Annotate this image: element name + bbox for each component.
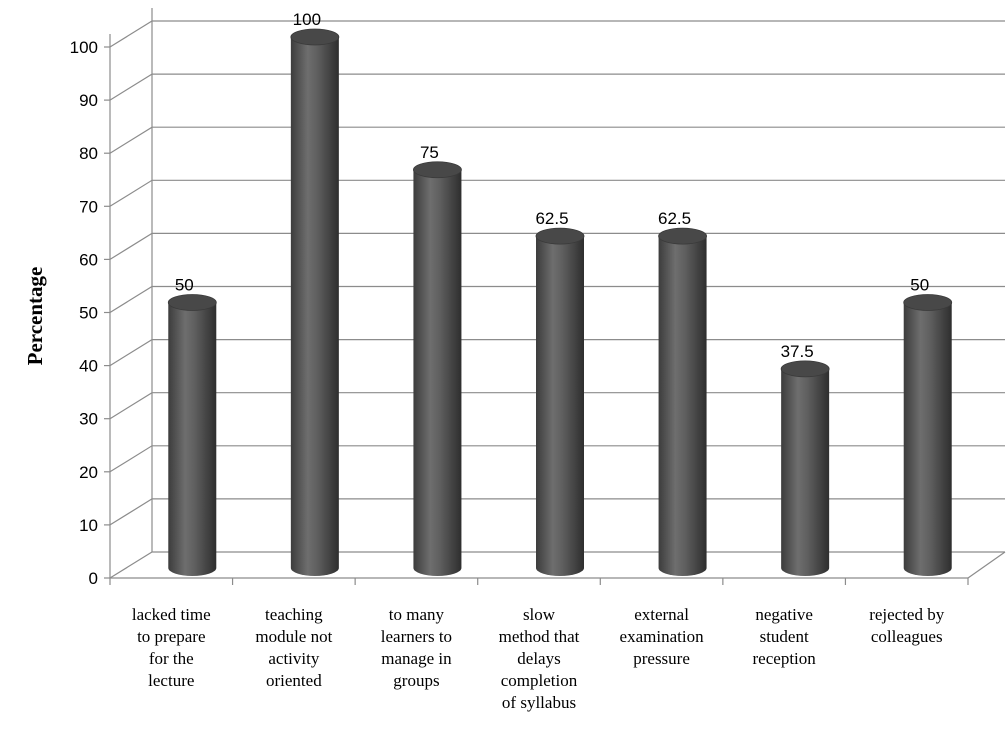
gridline [109,126,1005,154]
bar [658,227,707,576]
category-label-line: external [634,605,689,624]
data-label: 37.5 [781,342,814,361]
y-tick-label: 30 [79,410,98,429]
y-tick-label: 50 [79,304,98,323]
category-label-line: oriented [266,671,322,690]
bar [780,360,830,576]
y-tick-label: 80 [79,144,98,163]
bar-body [781,368,830,576]
floor-right-edge [967,551,1006,579]
y-tick-label: 90 [79,91,98,110]
y-axis-title: Percentage [23,267,47,366]
bar [167,294,217,576]
category-label-line: pressure [633,649,690,668]
category-label: external examination pressure [620,605,705,668]
category-label: lacked time to prepare for the lecture [132,605,211,690]
category-label-line: rejected by [869,605,945,624]
gridlines [109,8,1005,579]
category-label-line: learners to [381,627,452,646]
bar-body [658,236,707,576]
category-label-line: negative [755,605,813,624]
axes [104,34,1006,585]
category-label-line: manage in [381,649,452,668]
category-label-line: lecture [148,671,194,690]
y-tick-label: 0 [89,569,98,588]
bar-top [535,227,585,245]
category-label-line: to many [389,605,445,624]
category-label-line: groups [393,671,439,690]
bar-top [780,360,830,378]
category-label-line: activity [268,649,319,668]
category-label-line: completion [501,671,578,690]
category-label-line: examination [620,627,705,646]
category-label: negative student reception [753,605,817,668]
data-label: 100 [293,10,321,29]
category-label: teaching module not activity oriented [255,605,332,690]
y-tick-label: 20 [79,463,98,482]
y-tick-label: 60 [79,250,98,269]
category-label-line: of syllabus [502,693,576,712]
gridline [109,73,1005,101]
category-label-line: lacked time [132,605,211,624]
category-label: to many learners to manage in groups [381,605,452,690]
y-tick-label: 70 [79,197,98,216]
category-label-line: delays [517,649,560,668]
bars [167,28,953,576]
bar-top [167,294,217,311]
data-label: 75 [420,143,439,162]
data-label: 62.5 [535,209,568,228]
bar-top [413,161,462,179]
category-label-line: teaching [265,605,323,624]
labels: 0 10 20 30 40 50 60 70 80 90 100 50 lacked time to pr… [23,10,945,712]
category-label-line: to prepare [137,627,205,646]
bar-body [536,236,584,576]
gridline [109,20,1005,48]
category-label-line: student [760,627,809,646]
gridline [109,179,1005,207]
data-label: 50 [910,276,929,295]
category-label-line: colleagues [871,627,943,646]
bar-body [903,302,952,576]
category-label-line: module not [255,627,332,646]
bar-top [903,294,953,311]
y-tick-label: 40 [79,357,98,376]
category-label-line: reception [753,649,817,668]
bar-body [168,302,217,576]
y-tick-label: 100 [70,38,98,57]
bar [903,294,953,576]
bar [413,161,462,576]
category-label-line: method that [499,627,580,646]
bar-body [290,37,339,576]
y-tick-label: 10 [79,516,98,535]
category-label-line: for the [149,649,194,668]
bar-top [658,227,707,245]
data-label: 62.5 [658,209,691,228]
bar [535,227,585,576]
bar [290,28,340,576]
category-label: rejected by colleagues [869,605,945,646]
data-label: 50 [175,276,194,295]
bar-top [290,28,340,46]
category-label: slow method that delays completion of syllab… [499,605,580,712]
category-label-line: slow [523,605,556,624]
bar-body [413,169,462,576]
